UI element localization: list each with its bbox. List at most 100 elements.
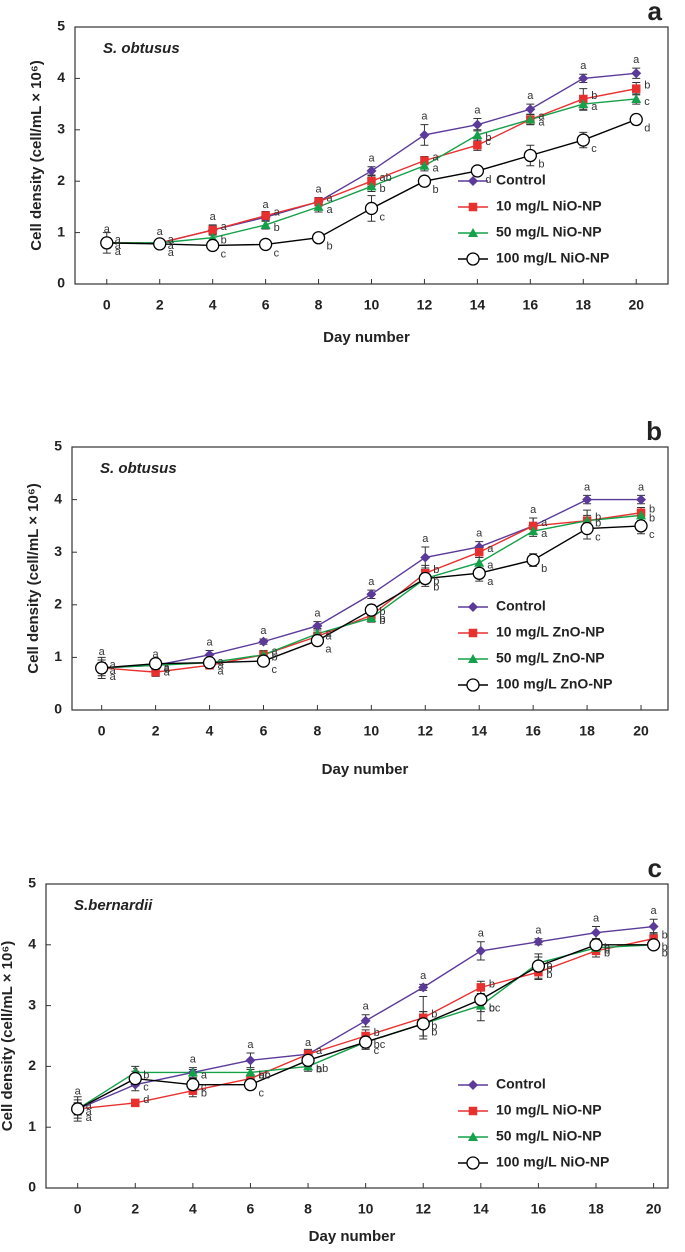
significance-letter: a: [206, 636, 213, 648]
chart-title: S.bernardii: [74, 897, 153, 914]
significance-letter: a: [368, 153, 375, 165]
significance-letter: a: [260, 625, 267, 637]
marker: [366, 589, 377, 600]
significance-letter: a: [476, 528, 483, 540]
marker: [416, 1017, 430, 1031]
significance-letter: c: [489, 1002, 495, 1014]
significance-letter: b: [316, 1063, 322, 1075]
x-tick-label: 0: [98, 723, 106, 739]
significance-letter: a: [420, 970, 427, 982]
significance-letter: a: [325, 627, 332, 639]
significance-letter: b: [327, 241, 333, 253]
x-tick-label: 14: [473, 1201, 489, 1217]
significance-letter: a: [325, 643, 332, 655]
marker: [366, 612, 377, 622]
significance-letter: a: [263, 199, 270, 211]
y-axis-label: Cell density (cell/mL × 10⁶): [0, 941, 16, 1131]
significance-letter: a: [432, 152, 439, 164]
marker: [579, 94, 588, 104]
x-tick-label: 10: [364, 297, 380, 313]
significance-letter: a: [164, 662, 171, 674]
marker: [525, 114, 536, 124]
marker: [245, 1067, 256, 1077]
y-tick-label: 2: [28, 1057, 36, 1073]
marker: [243, 1077, 258, 1092]
marker: [419, 160, 430, 170]
x-tick-label: 14: [471, 723, 487, 739]
significance-letter: a: [218, 660, 225, 672]
marker: [95, 661, 109, 675]
significance-letter: a: [535, 925, 542, 937]
marker: [468, 628, 478, 638]
significance-letter: a: [487, 543, 494, 555]
y-tick-label: 2: [57, 172, 65, 188]
marker: [468, 176, 478, 186]
significance-letter: b: [546, 963, 552, 975]
significance-letter: a: [218, 656, 225, 668]
x-tick-label: 18: [575, 297, 591, 313]
marker: [260, 219, 271, 229]
x-tick-label: 20: [633, 723, 649, 739]
significance-letter: a: [487, 560, 494, 572]
significance-letter: c: [380, 211, 386, 223]
x-axis-label: Day number: [323, 329, 410, 346]
marker: [314, 197, 323, 207]
legend-label: 100 mg/L NiO-NP: [496, 250, 609, 266]
marker: [466, 1156, 480, 1170]
x-tick-label: 6: [262, 297, 270, 313]
marker: [367, 176, 376, 186]
y-tick-label: 0: [57, 275, 65, 291]
marker: [71, 1102, 85, 1116]
marker: [576, 133, 590, 147]
significance-letter: a: [164, 663, 171, 675]
significance-letter: ab: [380, 172, 392, 184]
x-tick-label: 12: [417, 723, 433, 739]
marker: [312, 620, 323, 631]
legend-label: 10 mg/L NiO-NP: [496, 198, 602, 214]
significance-letter: a: [115, 246, 122, 258]
marker: [473, 140, 482, 150]
marker: [578, 73, 589, 84]
significance-letter: a: [422, 533, 429, 545]
significance-letter: c: [258, 1088, 264, 1100]
x-tick-label: 2: [131, 1201, 139, 1217]
significance-letter: a: [580, 60, 587, 72]
significance-letter: a: [115, 234, 122, 246]
marker: [420, 552, 431, 563]
significance-letter: c: [644, 96, 650, 108]
significance-letter: c: [485, 136, 491, 148]
significance-letter: a: [325, 631, 332, 643]
marker: [418, 982, 429, 993]
significance-letter: a: [527, 90, 534, 102]
marker: [476, 983, 486, 992]
y-tick-label: 4: [54, 490, 62, 506]
significance-letter: b: [541, 563, 547, 575]
significance-letter: c: [221, 248, 227, 260]
x-tick-label: 18: [588, 1201, 604, 1217]
significance-letter: b: [379, 606, 385, 618]
significance-letter: a: [538, 116, 545, 128]
significance-letter: b: [221, 235, 227, 247]
legend-label: 50 mg/L NiO-NP: [496, 224, 602, 240]
significance-letter: b: [431, 1027, 437, 1039]
significance-letter: ab: [316, 1063, 328, 1075]
x-tick-label: 4: [206, 723, 214, 739]
marker: [131, 1098, 140, 1108]
marker: [186, 1077, 200, 1092]
significance-letter: b: [662, 930, 668, 942]
significance-letter: b: [546, 969, 552, 981]
marker: [419, 129, 430, 140]
significance-letter: a: [164, 667, 171, 679]
y-axis-label: Cell density (cell/mL × 10⁶): [28, 60, 45, 250]
marker: [358, 1035, 373, 1049]
legend-label: Control: [496, 172, 546, 188]
marker: [636, 494, 647, 505]
significance-letter: a: [168, 234, 175, 246]
significance-letter: a: [168, 240, 175, 252]
marker: [472, 566, 486, 580]
marker: [258, 237, 273, 252]
x-tick-label: 8: [304, 1201, 312, 1217]
marker: [258, 636, 269, 647]
marker: [634, 519, 648, 533]
